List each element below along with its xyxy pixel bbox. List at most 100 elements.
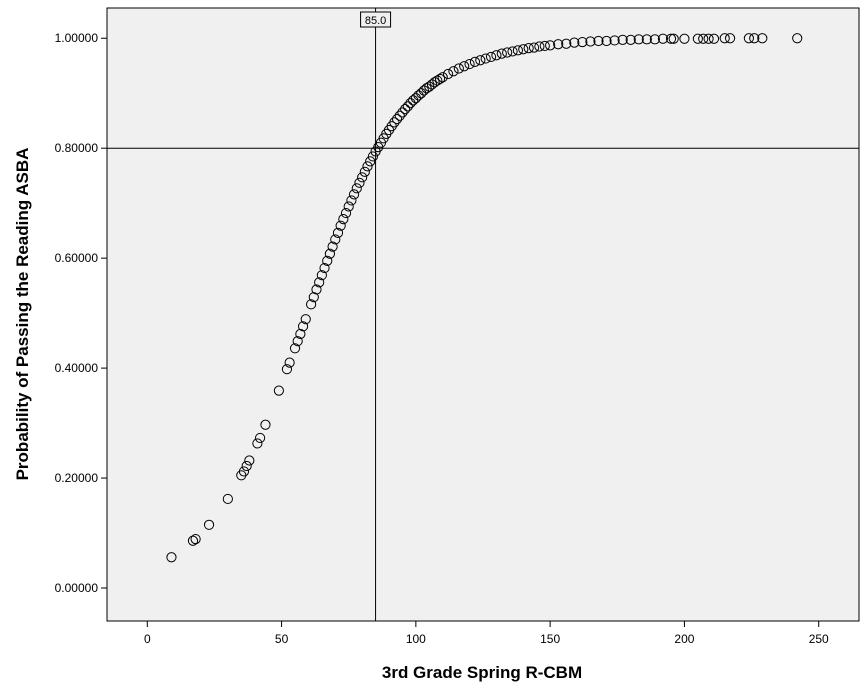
- data-point: [553, 39, 564, 50]
- data-point: [397, 107, 408, 118]
- data-point: [507, 46, 518, 57]
- data-point: [485, 51, 497, 63]
- data-point: [319, 262, 330, 274]
- data-point: [244, 455, 255, 466]
- data-point: [332, 227, 344, 238]
- data-point: [166, 552, 177, 563]
- data-point: [464, 58, 475, 70]
- x-axis-label: 3rd Grade Spring R-CBM: [382, 663, 582, 682]
- data-point: [703, 33, 714, 44]
- data-point: [354, 177, 365, 188]
- data-point: [284, 357, 295, 368]
- data-point: [649, 34, 660, 45]
- data-point: [459, 61, 470, 72]
- data-point: [314, 277, 325, 288]
- data-point: [609, 35, 620, 46]
- data-point: [539, 40, 550, 52]
- data-point: [316, 270, 327, 281]
- data-point: [241, 460, 252, 472]
- y-tick-label: 0.80000: [55, 141, 99, 155]
- y-axis-label: Probability of Passing the Reading ASBA: [13, 148, 32, 481]
- data-point: [295, 328, 306, 340]
- reference-line-label-box: [360, 11, 392, 28]
- data-point: [692, 33, 703, 44]
- data-point: [400, 104, 411, 115]
- data-point: [453, 63, 464, 74]
- x-tick-label: 100: [406, 632, 426, 646]
- data-point: [719, 33, 730, 44]
- data-point: [327, 241, 338, 252]
- data-point: [346, 195, 357, 206]
- x-tick-label: 50: [275, 632, 289, 646]
- data-point: [273, 385, 284, 396]
- data-point: [391, 113, 403, 125]
- data-point: [528, 42, 540, 53]
- y-tick-label: 0.40000: [55, 361, 99, 375]
- y-tick-label: 0.00000: [55, 581, 99, 595]
- data-point: [351, 183, 362, 194]
- data-point: [502, 47, 513, 58]
- data-point: [617, 34, 628, 45]
- data-point: [254, 432, 266, 444]
- data-point: [311, 284, 322, 295]
- data-point: [668, 33, 679, 44]
- data-point: [698, 33, 709, 44]
- data-point: [561, 38, 572, 49]
- data-point: [475, 55, 486, 66]
- data-point: [512, 45, 524, 56]
- data-point: [448, 66, 459, 77]
- data-point: [585, 36, 596, 47]
- data-point: [343, 201, 354, 212]
- data-point: [625, 34, 636, 45]
- x-axis-ticks: 0 50 100 150 200 250: [144, 621, 829, 646]
- y-axis-ticks: 0.00000 0.20000 0.40000 0.60000 0.80000 1.000…: [55, 31, 107, 595]
- data-point: [394, 110, 405, 121]
- plot-area: [106, 7, 860, 622]
- data-point: [491, 50, 502, 61]
- x-tick-label: 250: [809, 632, 829, 646]
- data-point: [308, 292, 319, 303]
- x-tick-label: 200: [674, 632, 694, 646]
- data-point: [708, 33, 720, 44]
- data-point: [679, 33, 690, 44]
- data-point: [429, 77, 440, 88]
- data-point: [203, 519, 215, 530]
- data-point: [190, 533, 201, 545]
- data-point: [480, 53, 491, 64]
- data-point: [426, 79, 438, 90]
- data-point: [222, 493, 233, 505]
- data-point: [367, 151, 378, 162]
- y-tick-label: 0.20000: [55, 471, 99, 485]
- data-point: [577, 36, 588, 48]
- x-tick-label: 150: [540, 632, 560, 646]
- data-point: [348, 189, 360, 200]
- data-point: [757, 33, 768, 44]
- data-point: [743, 33, 754, 44]
- data-point: [749, 33, 760, 44]
- data-point: [322, 255, 333, 266]
- data-point: [359, 166, 370, 177]
- data-point: [442, 68, 454, 80]
- data-point: [300, 314, 311, 325]
- data-point: [357, 172, 368, 183]
- data-point: [434, 73, 446, 85]
- data-point: [335, 220, 346, 231]
- data-point: [569, 37, 580, 48]
- data-point: [418, 85, 430, 96]
- data-point: [523, 43, 534, 54]
- data-point: [545, 40, 556, 51]
- data-point: [289, 343, 301, 354]
- data-point: [389, 117, 400, 128]
- data-point: [665, 33, 677, 44]
- data-point: [593, 35, 604, 47]
- data-point: [633, 34, 644, 45]
- data-point: [281, 364, 293, 375]
- data-point: [324, 248, 336, 259]
- data-point: [340, 207, 352, 219]
- y-tick-label: 1.00000: [55, 31, 99, 45]
- data-point: [469, 56, 481, 67]
- x-tick-label: 0: [144, 632, 151, 646]
- reference-line-label: 85.0: [365, 15, 386, 27]
- data-point: [496, 48, 507, 59]
